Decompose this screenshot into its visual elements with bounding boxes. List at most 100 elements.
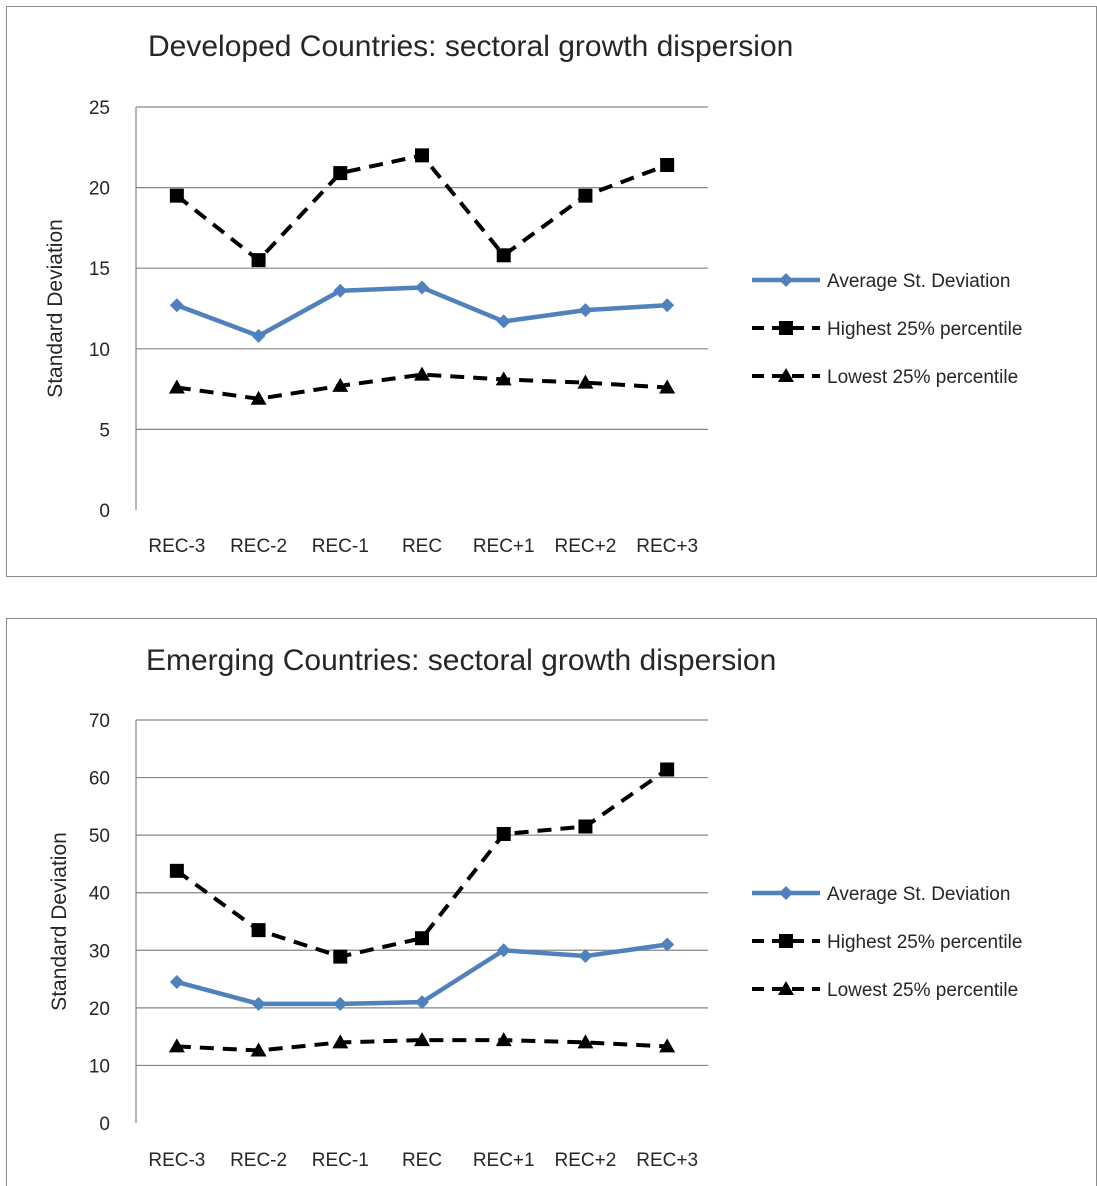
emerging-series-2-point <box>495 1032 512 1047</box>
emerging-chart-frame <box>6 618 1097 1186</box>
emerging-y-tick-label: 10 <box>89 1056 110 1077</box>
developed-x-category-label: REC+3 <box>636 536 698 557</box>
developed-series-0-point <box>169 298 184 313</box>
developed-legend-marker-1 <box>779 321 793 335</box>
emerging-series-0-point <box>333 996 348 1011</box>
developed-legend-label-2: Lowest 25% percentile <box>827 367 1018 388</box>
developed-legend-marker-2 <box>778 368 794 382</box>
developed-legend-label-0: Average St. Deviation <box>827 271 1010 292</box>
emerging-legend-label-0: Average St. Deviation <box>827 884 1010 905</box>
emerging-x-category-label: REC+1 <box>473 1150 535 1171</box>
developed-countries-chart: Developed Countries: sectoral growth dis… <box>6 6 1097 577</box>
emerging-y-axis-label: Standard Deviation <box>48 832 71 1011</box>
developed-series-0-point <box>660 298 675 313</box>
developed-series-1-point <box>415 148 429 163</box>
developed-series-2-point <box>659 379 676 394</box>
developed-series-1-point <box>169 188 184 203</box>
developed-y-tick-label: 5 <box>99 420 110 441</box>
developed-series-2-point <box>250 390 267 405</box>
emerging-series-0-point <box>578 949 593 964</box>
emerging-series-0-point <box>415 995 429 1010</box>
emerging-y-tick-label: 30 <box>89 941 110 962</box>
emerging-x-category-label: REC <box>402 1150 442 1171</box>
developed-y-tick-label: 20 <box>89 179 110 200</box>
emerging-series-0-point <box>496 943 511 958</box>
developed-series-1-point <box>578 188 593 203</box>
developed-x-category-label: REC-3 <box>148 536 205 557</box>
developed-series-2-point <box>414 366 430 381</box>
developed-y-tick-label: 0 <box>99 501 110 522</box>
emerging-x-category-label: REC+3 <box>636 1150 698 1171</box>
emerging-series-0 <box>169 937 675 1011</box>
developed-y-tick-label: 25 <box>89 98 110 119</box>
emerging-x-category-label: REC-1 <box>312 1150 369 1171</box>
emerging-countries-chart: Emerging Countries: sectoral growth disp… <box>6 618 1097 1186</box>
developed-legend-entry-1: Highest 25% percentile <box>752 319 1022 340</box>
emerging-series-2-point <box>250 1042 267 1057</box>
developed-series-1-point <box>660 158 675 173</box>
developed-series-2-point <box>495 371 512 386</box>
emerging-legend-marker-0 <box>779 886 793 900</box>
emerging-countries-chart-panel: Emerging Countries: sectoral growth disp… <box>0 608 1097 1186</box>
developed-series-0-point <box>251 328 266 343</box>
emerging-x-category-label: REC-3 <box>148 1150 205 1171</box>
emerging-x-category-label: REC+2 <box>555 1150 617 1171</box>
emerging-legend-entry-1: Highest 25% percentile <box>752 932 1022 953</box>
developed-series-1-point <box>333 166 348 181</box>
developed-legend-entry-0: Average St. Deviation <box>752 271 1010 292</box>
emerging-chart-title: Emerging Countries: sectoral growth disp… <box>146 644 776 677</box>
developed-y-axis-label: Standard Deviation <box>44 219 67 398</box>
developed-countries-chart-panel: Developed Countries: sectoral growth dis… <box>0 0 1097 580</box>
emerging-y-tick-label: 50 <box>89 826 110 847</box>
developed-series-0-point <box>578 303 593 318</box>
emerging-y-tick-label: 20 <box>89 999 110 1020</box>
emerging-legend-label-2: Lowest 25% percentile <box>827 980 1018 1001</box>
emerging-series-2-point <box>332 1034 349 1049</box>
emerging-series-1-point <box>660 762 675 777</box>
emerging-series-0-point <box>169 974 184 989</box>
emerging-series-1-point <box>251 923 266 938</box>
emerging-y-tick-label: 40 <box>89 884 110 905</box>
emerging-y-tick-label: 70 <box>89 711 110 732</box>
developed-y-tick-label: 10 <box>89 340 110 361</box>
developed-series-0-point <box>496 314 511 329</box>
emerging-legend-marker-1 <box>779 934 793 948</box>
emerging-series-2-point <box>168 1038 185 1053</box>
developed-x-category-label: REC+1 <box>473 536 535 557</box>
emerging-series-2-point <box>577 1034 594 1049</box>
emerging-series-0-point <box>251 996 266 1011</box>
emerging-series-1 <box>169 762 675 964</box>
developed-series-2-point <box>332 377 349 392</box>
developed-x-category-label: REC-1 <box>312 536 369 557</box>
developed-legend-marker-0 <box>779 273 793 287</box>
developed-series-1 <box>169 148 675 268</box>
developed-x-category-label: REC-2 <box>230 536 287 557</box>
emerging-legend-marker-2 <box>778 981 794 995</box>
developed-chart-frame <box>6 6 1097 577</box>
developed-series-1-point <box>496 248 511 263</box>
developed-chart-title: Developed Countries: sectoral growth dis… <box>148 30 793 63</box>
emerging-series-1-point <box>415 931 429 946</box>
developed-y-tick-label: 15 <box>89 259 110 280</box>
developed-legend-entry-2: Lowest 25% percentile <box>752 367 1018 388</box>
emerging-y-tick-label: 60 <box>89 769 110 790</box>
developed-x-category-label: REC+2 <box>555 536 617 557</box>
emerging-series-1-point <box>496 826 511 841</box>
developed-series-2 <box>168 366 676 405</box>
emerging-legend-entry-0: Average St. Deviation <box>752 884 1010 905</box>
emerging-x-category-label: REC-2 <box>230 1150 287 1171</box>
emerging-series-1-point <box>578 819 593 834</box>
emerging-series-1-point <box>333 949 348 964</box>
emerging-series-2-point <box>414 1032 430 1047</box>
emerging-y-tick-label: 0 <box>99 1114 110 1135</box>
developed-series-0 <box>169 280 675 343</box>
developed-series-1-point <box>251 253 266 268</box>
developed-series-2-point <box>168 379 185 394</box>
developed-x-category-label: REC <box>402 536 442 557</box>
emerging-legend-entry-2: Lowest 25% percentile <box>752 980 1018 1001</box>
developed-legend-label-1: Highest 25% percentile <box>827 319 1022 340</box>
developed-series-0-point <box>333 283 348 298</box>
emerging-series-2 <box>168 1032 676 1057</box>
emerging-series-2-point <box>659 1038 676 1053</box>
emerging-series-0-point <box>660 937 675 952</box>
